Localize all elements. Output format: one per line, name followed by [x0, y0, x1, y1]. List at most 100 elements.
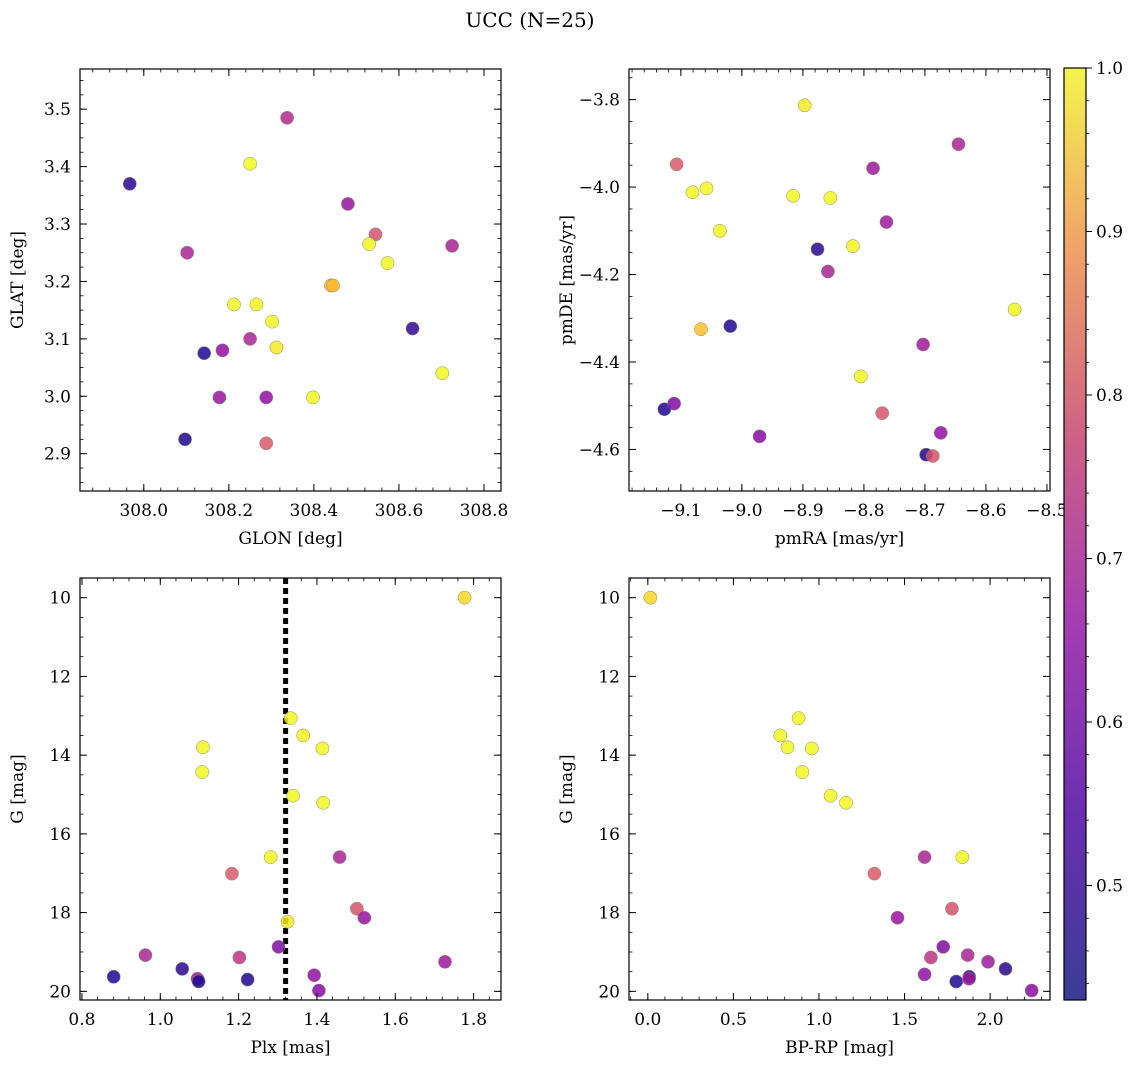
data-point	[191, 974, 206, 989]
data-point	[797, 98, 812, 113]
y-tick-label: 14	[598, 746, 620, 766]
y-tick-label: 3.3	[44, 215, 71, 235]
data-point	[307, 968, 322, 983]
data-point	[949, 974, 964, 989]
colorbar-tick-label: 0.9	[1096, 223, 1123, 243]
data-point	[457, 590, 472, 605]
data-point	[243, 156, 257, 171]
y-tick-label: 3.2	[44, 272, 71, 292]
data-point	[667, 396, 682, 411]
y-axis-label: GLAT [deg]	[8, 231, 28, 329]
data-point	[296, 728, 311, 743]
panels: 308.0 308.2 308.4 308.6 308.8 2.9 3.0 3.1 3.2 3.3…	[8, 68, 1068, 1058]
data-point	[259, 390, 274, 405]
data-point	[280, 110, 294, 125]
colorbar-tick-label: 0.7	[1096, 550, 1123, 570]
x-tick-label: 308.6	[375, 501, 424, 521]
y-tick-label: 20	[598, 982, 620, 1002]
data-point	[924, 950, 938, 965]
data-point	[405, 321, 420, 336]
y-tick-label: −4.2	[579, 266, 620, 286]
data-point	[917, 850, 932, 864]
data-point	[380, 256, 395, 270]
data-point	[212, 390, 227, 405]
y-tick-label: 10	[598, 589, 620, 609]
data-point	[955, 850, 970, 864]
y-tick-label: 3.4	[44, 158, 71, 178]
colorbar-ticks: 0.5 0.6 0.7 0.8 0.9 1.0	[1086, 59, 1123, 985]
data-point	[786, 188, 800, 203]
data-point	[265, 314, 280, 329]
y-tick-label: 12	[598, 667, 620, 687]
data-points	[643, 590, 1039, 998]
x-tick-label: −9.0	[721, 501, 762, 521]
y-tick-label: 12	[49, 667, 71, 687]
data-point	[936, 940, 951, 954]
data-point	[106, 969, 121, 984]
panel-1: 308.0 308.2 308.4 308.6 308.8 2.9 3.0 3.1 3.2 3.3…	[8, 68, 509, 549]
data-point	[643, 590, 658, 605]
x-tick-label: −9.1	[660, 501, 701, 521]
data-point	[795, 765, 810, 779]
data-point	[780, 740, 795, 755]
x-tick-label: 1.4	[303, 1010, 330, 1030]
data-point	[933, 425, 948, 440]
data-point	[445, 238, 459, 253]
data-point	[341, 197, 355, 211]
data-point	[240, 972, 255, 987]
data-point	[357, 910, 372, 925]
y-tick-label: 18	[49, 904, 71, 924]
x-axis-label: pmRA [mas/yr]	[775, 529, 904, 549]
x-tick-label: −8.6	[965, 501, 1006, 521]
x-tick-label: −8.8	[843, 501, 884, 521]
x-tick-label: −8.9	[782, 501, 823, 521]
colorbar-tick-label: 0.6	[1096, 713, 1123, 733]
figure-title: UCC (N=25)	[465, 8, 594, 32]
data-point	[306, 390, 320, 405]
data-point	[316, 795, 331, 810]
axes-frame	[628, 577, 1051, 1001]
x-tick-label: 1.2	[225, 1010, 252, 1030]
data-point	[713, 223, 727, 238]
data-point	[368, 227, 383, 242]
data-point	[694, 322, 708, 337]
data-point	[916, 337, 930, 352]
data-point	[1007, 302, 1022, 317]
data-point	[926, 449, 940, 463]
data-point	[283, 711, 298, 725]
data-point	[1024, 983, 1039, 998]
data-point	[723, 319, 738, 333]
colorbar-tick-label: 0.8	[1096, 386, 1123, 406]
data-point	[175, 962, 190, 976]
x-tick-label: 1.0	[147, 1010, 174, 1030]
panel-3: 0.8 1.0 1.2 1.4 1.6 1.8 10 12 14 16 18 20 Plx [mas] G…	[8, 577, 502, 1058]
data-point	[435, 366, 450, 381]
data-point	[917, 967, 932, 982]
data-point	[180, 245, 195, 260]
data-point	[350, 901, 364, 916]
data-point	[981, 954, 995, 969]
axes-frame	[628, 68, 1051, 492]
data-point	[669, 157, 684, 172]
x-tick-label: 308.8	[460, 501, 509, 521]
x-tick-label: 308.2	[205, 501, 254, 521]
panel-4: 0.0 0.5 1.0 1.5 2.0 10 12 14 16 18 20 BP-RP [mag] G …	[557, 577, 1051, 1058]
data-point	[866, 161, 880, 176]
colorbar: 0.5 0.6 0.7 0.8 0.9 1.0	[1063, 59, 1123, 1001]
axes-frame	[79, 577, 502, 1001]
data-point	[839, 795, 853, 810]
y-tick-label: 20	[49, 982, 71, 1002]
data-point	[326, 278, 340, 293]
x-tick-label: 0.0	[634, 1010, 661, 1030]
data-point	[752, 429, 767, 444]
y-tick-label: −4.4	[579, 353, 620, 373]
x-tick-label: 0.8	[68, 1010, 95, 1030]
data-point	[821, 264, 835, 279]
y-tick-label: 2.9	[44, 445, 71, 465]
x-tick-label: 1.5	[891, 1010, 918, 1030]
data-point	[810, 242, 825, 257]
data-point	[998, 962, 1013, 976]
data-point	[804, 741, 819, 756]
y-axis-label: G [mag]	[557, 754, 577, 823]
